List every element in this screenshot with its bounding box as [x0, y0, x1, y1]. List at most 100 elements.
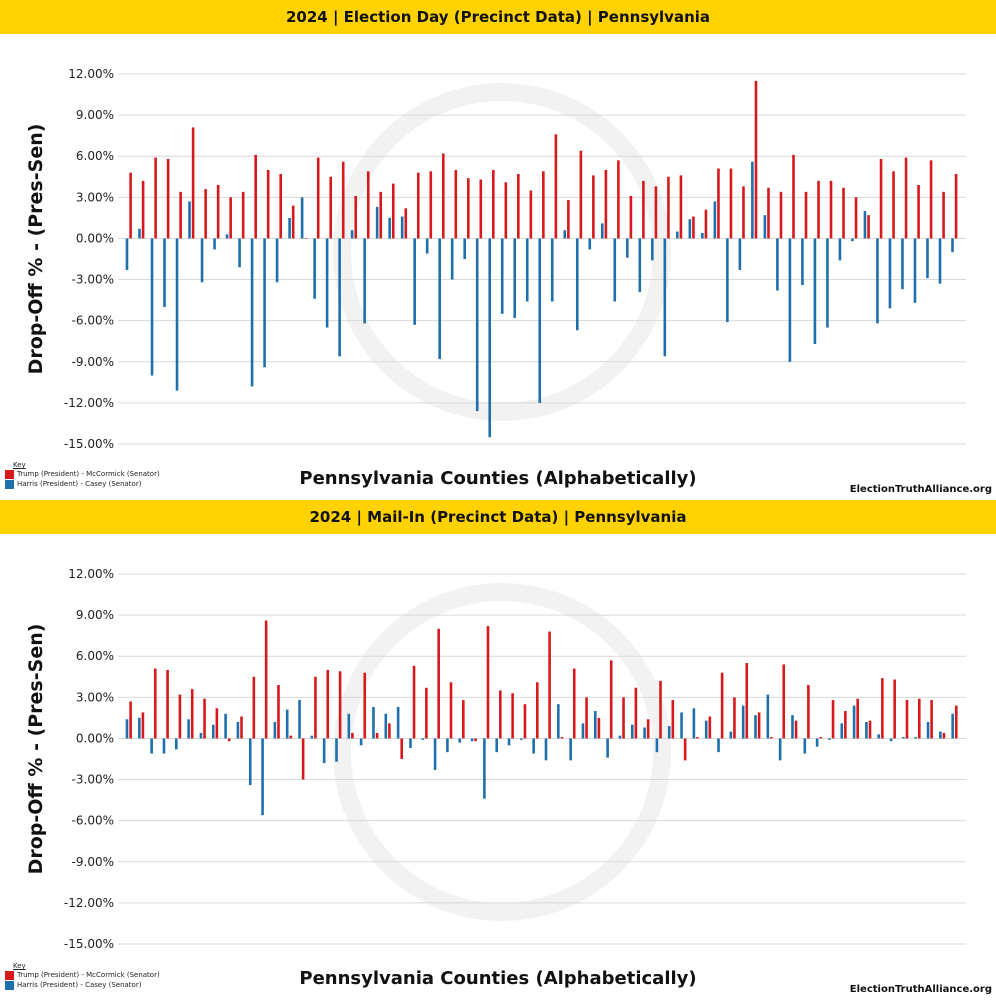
- legend-item-harris: Harris (President) - Casey (Senator): [5, 479, 160, 489]
- legend-swatch-blue: [5, 479, 14, 489]
- bar-trump-mccormick: [129, 701, 132, 739]
- bar-harris-casey: [236, 722, 240, 739]
- bar-trump-mccormick: [254, 154, 257, 239]
- bar-trump-mccormick: [867, 215, 870, 239]
- bar-harris-casey: [888, 238, 892, 309]
- bar-trump-mccormick: [316, 157, 320, 239]
- bar-harris-casey: [150, 238, 154, 376]
- bar-trump-mccormick: [229, 197, 232, 239]
- bar-trump-mccormick: [425, 687, 428, 739]
- bar-trump-mccormick: [729, 168, 733, 239]
- legend-title: Key: [13, 962, 26, 970]
- bar-harris-casey: [840, 723, 844, 739]
- bar-harris-casey: [248, 738, 252, 786]
- bar-harris-casey: [238, 238, 241, 268]
- x-axis-label: Pennsylvania Counties (Alphabetically): [299, 968, 696, 989]
- bar-harris-casey: [175, 238, 179, 391]
- bar-trump-mccormick: [604, 169, 608, 239]
- bar-harris-casey: [138, 717, 141, 739]
- bar-trump-mccormick: [479, 179, 483, 239]
- bar-harris-casey: [877, 734, 881, 739]
- bar-trump-mccormick: [579, 150, 583, 239]
- bar-harris-casey: [889, 738, 893, 742]
- bar-trump-mccormick: [792, 154, 795, 239]
- bar-trump-mccormick: [467, 178, 470, 239]
- bar-trump-mccormick: [504, 182, 508, 239]
- bar-trump-mccormick: [441, 153, 445, 239]
- bar-trump-mccormick: [879, 158, 883, 239]
- bar-harris-casey: [325, 238, 329, 328]
- bar-harris-casey: [488, 238, 492, 438]
- bar-trump-mccormick: [592, 175, 595, 239]
- bar-harris-casey: [663, 238, 667, 357]
- bar-trump-mccormick: [523, 704, 527, 739]
- bar-harris-casey: [550, 238, 554, 302]
- bar-harris-casey: [433, 738, 437, 770]
- bar-harris-casey: [310, 735, 314, 739]
- bar-harris-casey: [815, 738, 819, 747]
- bar-harris-casey: [717, 738, 720, 753]
- watermark-seal: [333, 583, 671, 921]
- bar-trump-mccormick: [454, 169, 458, 239]
- y-tick-label: -15.00%: [64, 437, 114, 451]
- bar-harris-casey: [667, 726, 671, 739]
- bar-harris-casey: [532, 738, 535, 754]
- bar-harris-casey: [174, 738, 178, 750]
- bar-trump-mccormick: [141, 712, 145, 739]
- bar-trump-mccormick: [692, 216, 695, 239]
- bar-trump-mccormick: [400, 738, 404, 759]
- bar-trump-mccormick: [314, 676, 317, 739]
- bar-trump-mccormick: [517, 174, 520, 239]
- bar-harris-casey: [588, 238, 592, 250]
- legend-item-harris: Harris (President) - Casey (Senator): [5, 980, 160, 990]
- bar-trump-mccormick: [437, 628, 440, 739]
- bar-harris-casey: [863, 211, 867, 239]
- bar-harris-casey: [914, 737, 918, 739]
- bar-trump-mccormick: [412, 665, 416, 739]
- bar-harris-casey: [851, 238, 854, 242]
- bar-harris-casey: [213, 238, 216, 250]
- bar-trump-mccormick: [733, 697, 736, 739]
- bar-harris-casey: [638, 238, 642, 292]
- bar-harris-casey: [741, 705, 745, 739]
- bar-harris-casey: [495, 738, 499, 753]
- bar-trump-mccormick: [449, 682, 453, 739]
- bar-harris-casey: [384, 713, 388, 739]
- y-tick-label: 9.00%: [76, 108, 114, 122]
- bar-trump-mccormick: [388, 723, 391, 739]
- bar-trump-mccormick: [609, 660, 613, 739]
- bar-trump-mccormick: [629, 195, 633, 239]
- bar-harris-casey: [688, 219, 692, 239]
- bar-harris-casey: [470, 738, 474, 742]
- bar-harris-casey: [751, 161, 754, 239]
- y-tick-label: -3.00%: [72, 273, 114, 287]
- bar-trump-mccormick: [642, 180, 645, 239]
- bar-trump-mccormick: [942, 191, 945, 239]
- bar-trump-mccormick: [779, 191, 783, 239]
- bar-harris-casey: [300, 197, 304, 239]
- bar-harris-casey: [263, 238, 266, 368]
- bar-trump-mccormick: [499, 690, 502, 739]
- bar-trump-mccormick: [904, 157, 908, 239]
- bar-trump-mccormick: [770, 737, 773, 739]
- bar-trump-mccormick: [844, 711, 847, 739]
- bar-trump-mccormick: [190, 689, 194, 739]
- bar-trump-mccormick: [179, 191, 182, 239]
- bar-trump-mccormick: [277, 685, 280, 739]
- bar-harris-casey: [421, 738, 425, 740]
- bar-harris-casey: [285, 709, 289, 739]
- bar-harris-casey: [813, 238, 817, 344]
- legend-swatch-red: [5, 469, 14, 479]
- bar-trump-mccormick: [429, 171, 433, 239]
- bar-harris-casey: [713, 201, 717, 239]
- bar-trump-mccormick: [338, 671, 342, 739]
- legend: Key Trump (President) - McCormick (Senat…: [5, 962, 160, 990]
- bar-trump-mccormick: [542, 171, 545, 239]
- bar-trump-mccormick: [817, 180, 820, 239]
- bar-trump-mccormick: [266, 169, 270, 239]
- bar-trump-mccormick: [942, 732, 946, 739]
- bar-harris-casey: [188, 201, 191, 239]
- bar-trump-mccormick: [462, 700, 465, 739]
- bar-trump-mccormick: [204, 189, 207, 239]
- bar-trump-mccormick: [354, 195, 358, 239]
